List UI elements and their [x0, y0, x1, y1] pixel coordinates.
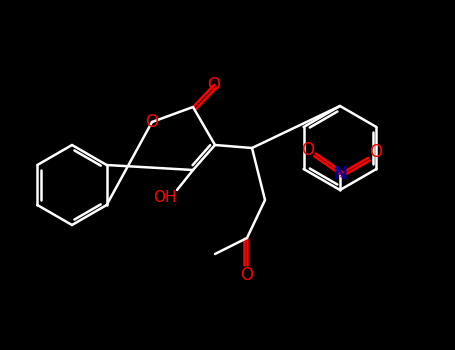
Text: O: O: [146, 113, 158, 131]
Text: O: O: [241, 266, 253, 284]
Text: O: O: [369, 143, 383, 161]
Text: O: O: [302, 141, 314, 159]
Text: O: O: [207, 76, 221, 94]
Text: N: N: [333, 165, 347, 183]
Text: OH: OH: [153, 190, 177, 205]
